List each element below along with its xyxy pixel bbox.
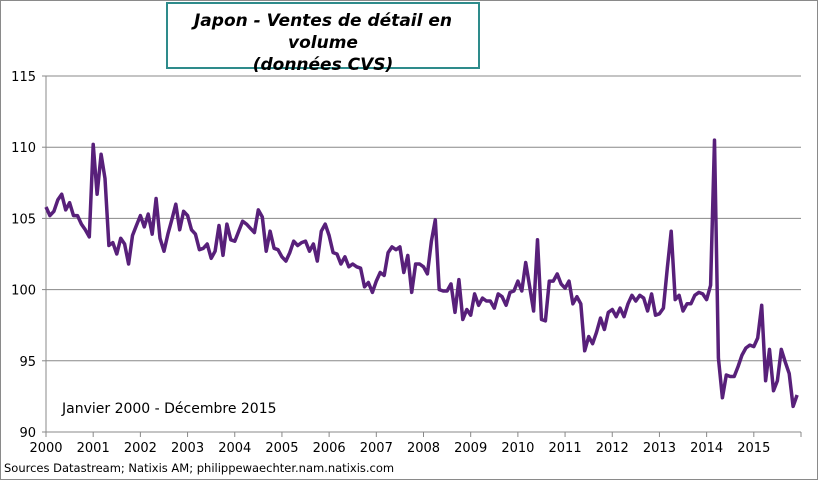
chart-title-box: Japon - Ventes de détail en volume (donn…: [166, 2, 480, 75]
x-tick-label: 2004: [218, 441, 251, 456]
y-tick-label: 95: [19, 355, 36, 370]
x-tick-label: 2006: [313, 441, 346, 456]
x-tick-label: 2013: [643, 441, 676, 456]
y-tick-label: 100: [11, 284, 36, 299]
x-tick-label: 2007: [360, 441, 393, 456]
x-tick-label: 2015: [737, 441, 770, 456]
x-tick-label: 2002: [124, 441, 157, 456]
x-tick-label: 2001: [77, 441, 110, 456]
x-tick-label: 2014: [690, 441, 723, 456]
x-tick-label: 2009: [454, 441, 487, 456]
series-line: [44, 138, 799, 409]
x-tick-label: 2000: [29, 441, 62, 456]
x-tick-label: 2005: [265, 441, 298, 456]
period-annotation: Janvier 2000 - Décembre 2015: [62, 401, 277, 417]
source-note: Sources Datastream; Natixis AM; philippe…: [4, 461, 395, 475]
y-tick-label: 115: [11, 70, 36, 85]
y-tick-label: 105: [11, 212, 36, 227]
chart-subtitle: (données CVS): [252, 55, 394, 75]
y-tick-label: 90: [19, 426, 36, 441]
x-tick-label: 2012: [596, 441, 629, 456]
y-tick-label: 110: [11, 141, 36, 156]
x-tick-label: 2010: [501, 441, 534, 456]
x-tick-label: 2011: [549, 441, 582, 456]
x-tick-label: 2008: [407, 441, 440, 456]
x-tick-label: 2003: [171, 441, 204, 456]
chart-title: Japon - Ventes de détail en volume: [193, 11, 452, 53]
